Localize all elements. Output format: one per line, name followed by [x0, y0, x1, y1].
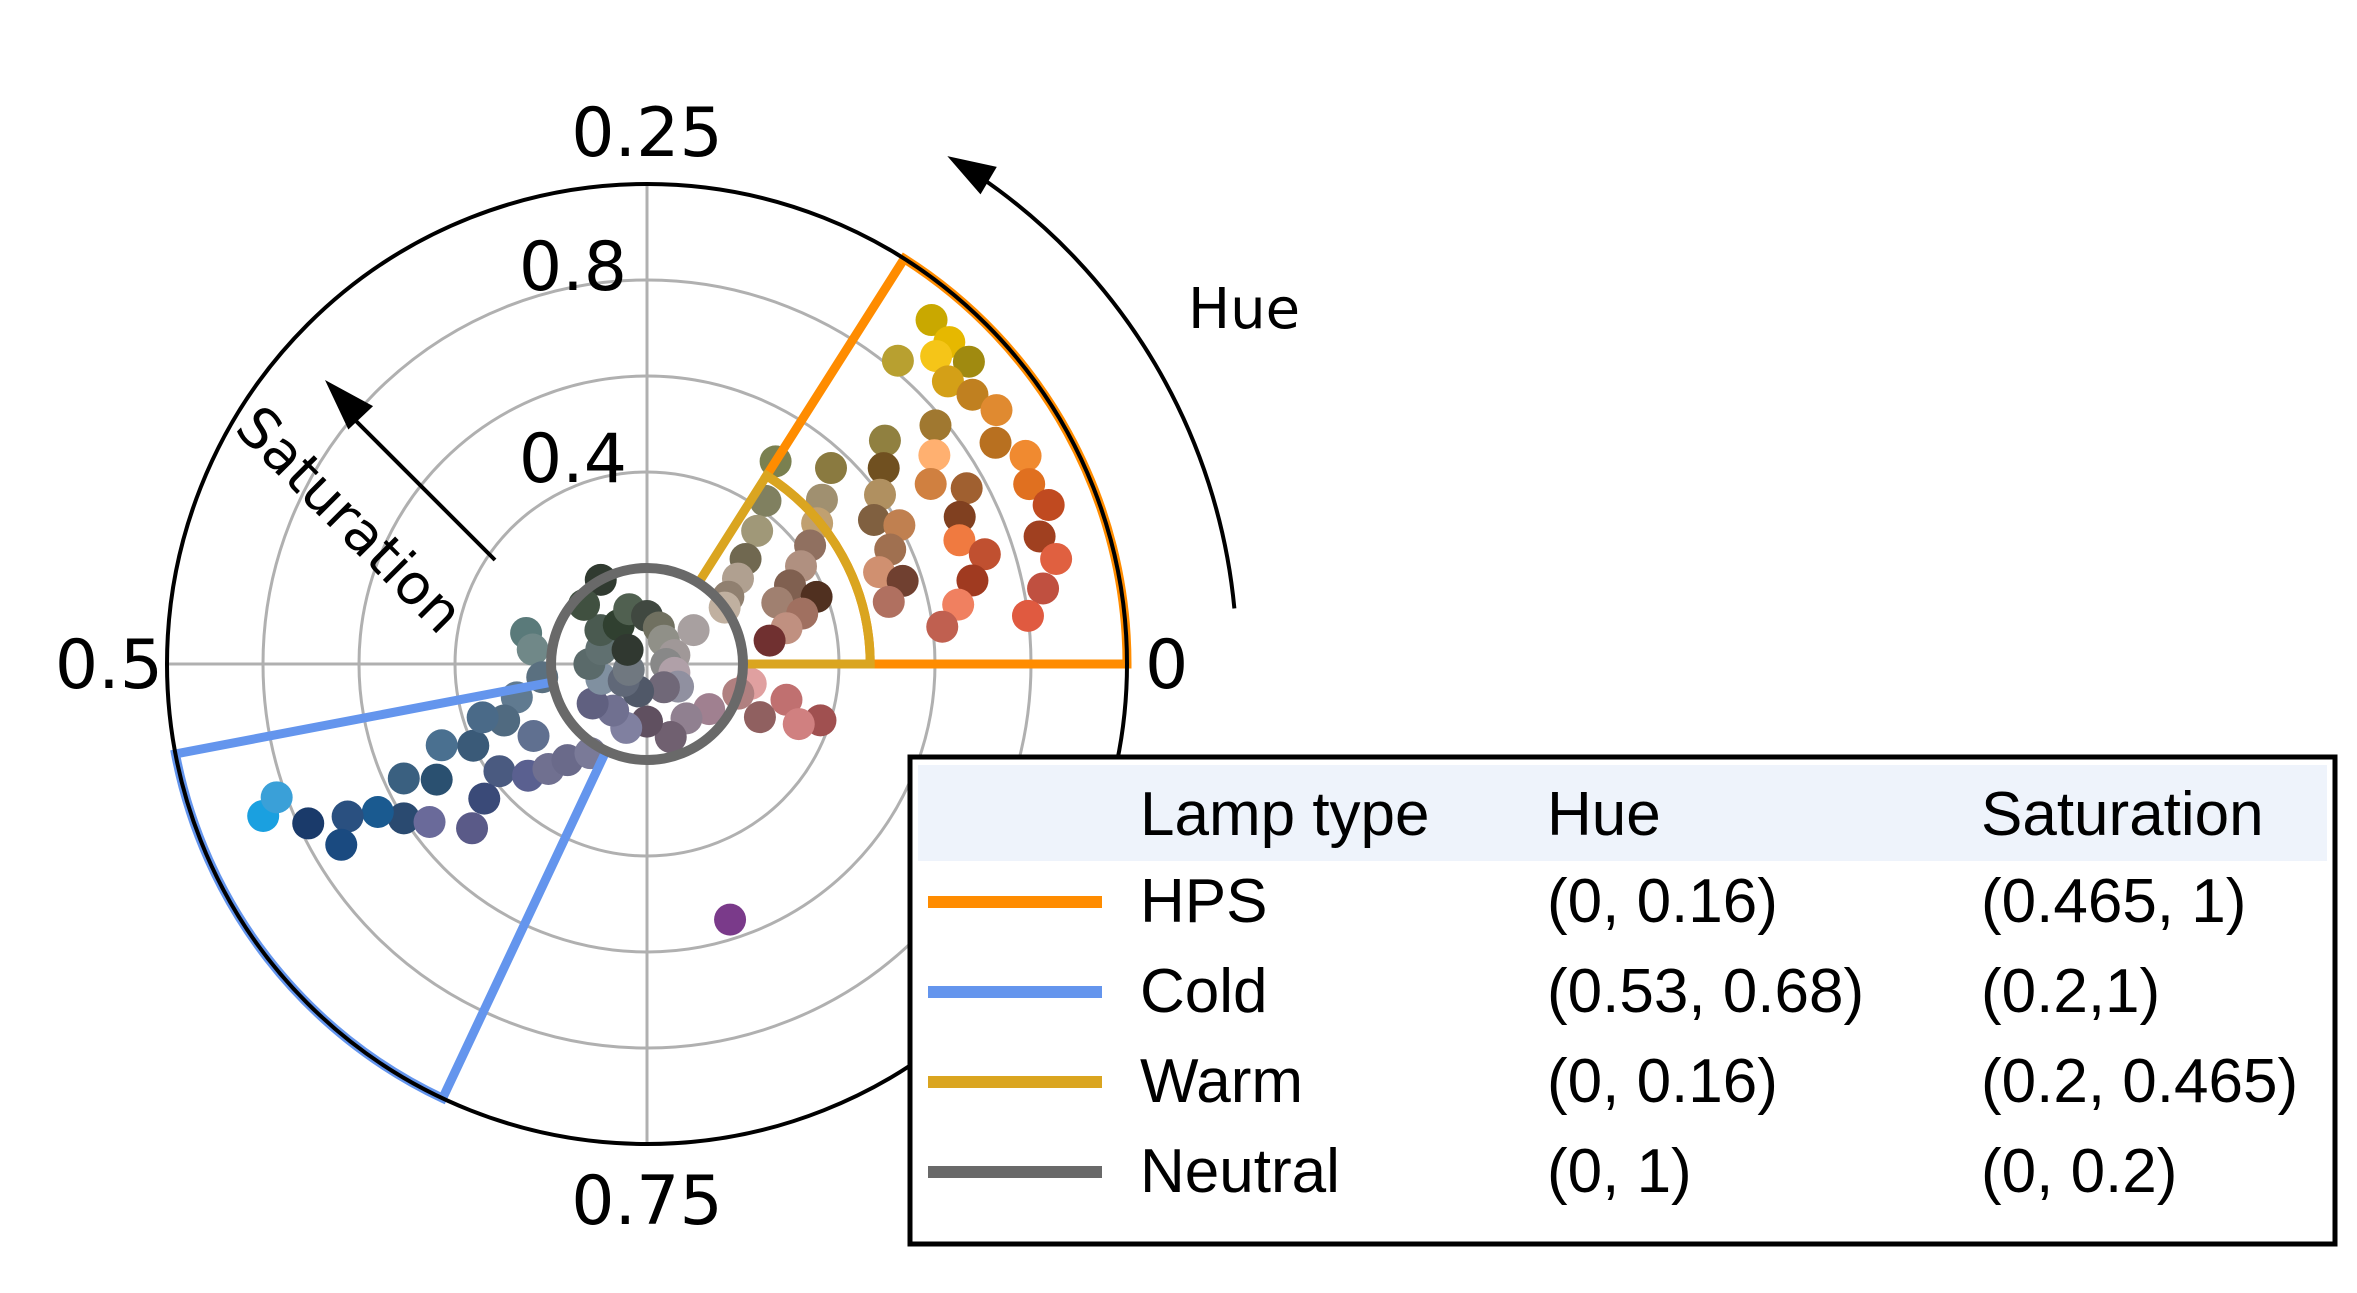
scatter-point [466, 701, 499, 734]
scatter-point [654, 721, 687, 754]
scatter-point [516, 633, 549, 666]
legend-row-hue: (0.53, 0.68) [1547, 957, 1864, 1026]
scatter-point [770, 683, 803, 716]
scatter-point [387, 762, 420, 795]
scatter-point [753, 624, 786, 657]
scatter-point [647, 671, 680, 704]
scatter-point [1032, 488, 1065, 521]
region-neutral [546, 563, 748, 765]
scatter-point [456, 812, 489, 845]
scatter-point [1011, 599, 1044, 632]
scatter-point [361, 795, 394, 828]
legend-row-name: Warm [1140, 1047, 1303, 1116]
scatter-point [956, 378, 989, 411]
scatter-point [943, 524, 976, 557]
scatter-point [926, 610, 959, 643]
scatter-point [867, 452, 900, 485]
legend-header-lamp-type: Lamp type [1140, 780, 1430, 849]
radial-tick-label: 0.8 [519, 228, 627, 307]
scatter-point [942, 588, 975, 621]
legend-header-hue: Hue [1547, 780, 1661, 849]
polar-outer-ring [165, 182, 1129, 1146]
tick-labels: 0 0.25 0.5 0.75 0.4 0.8 [55, 94, 1188, 1241]
scatter-point [483, 755, 516, 788]
saturation-arrow-label: Saturation [223, 394, 475, 646]
scatter-point [868, 424, 901, 457]
scatter-point [979, 426, 1012, 459]
scatter-point [741, 514, 774, 547]
legend-row-hue: (0, 0.16) [1547, 867, 1778, 936]
hue-arrow-label: Hue [1188, 277, 1300, 342]
legend-row-saturation: (0.2, 0.465) [1981, 1047, 2298, 1116]
scatter-point [576, 687, 609, 720]
scatter-point [517, 720, 550, 753]
scatter-point [915, 304, 948, 337]
scatter-point [1023, 520, 1056, 553]
legend-row-name: HPS [1140, 867, 1267, 936]
angular-tick-label: 0.75 [571, 1162, 722, 1241]
saturation-arrow-head [325, 380, 374, 430]
legend-header-background [918, 765, 2327, 861]
scatter-point [857, 503, 890, 536]
scatter-point [387, 802, 420, 835]
angular-tick-label: 0.25 [571, 94, 722, 173]
scatter-point [883, 509, 916, 542]
scatter-point [1013, 468, 1046, 501]
scatter-point [950, 472, 983, 505]
scatter-point [782, 708, 815, 741]
hue-arrow-head [947, 156, 997, 195]
radial-tick-label: 0.4 [519, 420, 627, 499]
scatter-point [260, 781, 293, 814]
scatter-point [918, 439, 951, 472]
scatter-point [331, 800, 364, 833]
saturation-arrow-line [353, 418, 497, 562]
scatter-point [863, 478, 896, 511]
legend-row-hue: (0, 1) [1547, 1137, 1692, 1206]
scatter-point [425, 729, 458, 762]
scatter-point [761, 586, 794, 619]
scatter-point [292, 807, 325, 840]
scatter-point [714, 903, 747, 936]
angular-tick-label: 0 [1145, 626, 1188, 705]
scatter-point [677, 614, 710, 647]
scatter-point [920, 340, 953, 373]
scatter-point [743, 701, 776, 734]
scatter-point [914, 467, 947, 500]
scatter-point [931, 365, 964, 398]
scatter-point [980, 394, 1013, 427]
scatter-point [968, 538, 1001, 571]
legend-table: Lamp type Hue Saturation HPS (0, 0.16) (… [907, 754, 2338, 1247]
legend-row-hue: (0, 0.16) [1547, 1047, 1778, 1116]
scatter-point [420, 763, 453, 796]
saturation-annotation: Saturation [223, 380, 497, 646]
scatter-point [468, 782, 501, 815]
legend-row-saturation: (0, 0.2) [1981, 1137, 2177, 1206]
scatter-point [611, 633, 644, 666]
scatter-point [881, 344, 914, 377]
scatter-point [919, 409, 952, 442]
scatter-point [956, 564, 989, 597]
hue-arrow-arc [977, 174, 1237, 609]
legend-row-saturation: (0.2,1) [1981, 957, 2160, 1026]
scatter-point [943, 500, 976, 533]
scatter-point [1009, 439, 1042, 472]
scatter-point [872, 585, 905, 618]
legend-row-name: Cold [1140, 957, 1268, 1026]
legend-row-saturation: (0.465, 1) [1981, 867, 2246, 936]
scatter-point [325, 828, 358, 861]
legend-header-saturation: Saturation [1981, 780, 2264, 849]
scatter-point [1027, 572, 1060, 605]
scatter-points [247, 304, 1073, 936]
hue-annotation: Hue [947, 156, 1300, 609]
legend-row-name: Neutral [1140, 1137, 1340, 1206]
scatter-point [457, 729, 490, 762]
angular-tick-label: 0.5 [55, 626, 163, 705]
scatter-point [952, 345, 985, 378]
scatter-point [413, 805, 446, 838]
scatter-point [1040, 542, 1073, 575]
scatter-point [815, 452, 848, 485]
